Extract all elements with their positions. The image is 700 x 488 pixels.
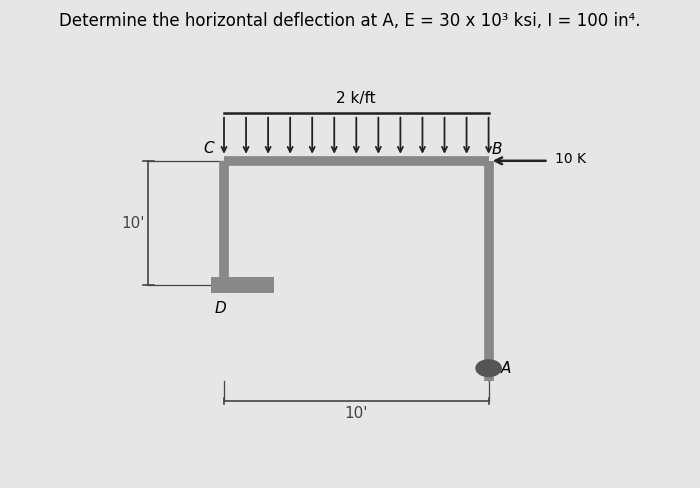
Text: 10 K: 10 K xyxy=(554,152,586,166)
Text: 10': 10' xyxy=(344,407,368,421)
Text: C: C xyxy=(203,141,214,156)
Text: A: A xyxy=(501,361,512,376)
Text: B: B xyxy=(491,142,503,157)
FancyBboxPatch shape xyxy=(211,277,274,293)
Text: 2 k/ft: 2 k/ft xyxy=(337,91,376,106)
Text: 10': 10' xyxy=(121,216,144,230)
Circle shape xyxy=(476,360,501,377)
Text: D: D xyxy=(215,301,227,316)
Text: Determine the horizontal deflection at A, E = 30 x 10³ ksi, I = 100 in⁴.: Determine the horizontal deflection at A… xyxy=(60,12,640,30)
